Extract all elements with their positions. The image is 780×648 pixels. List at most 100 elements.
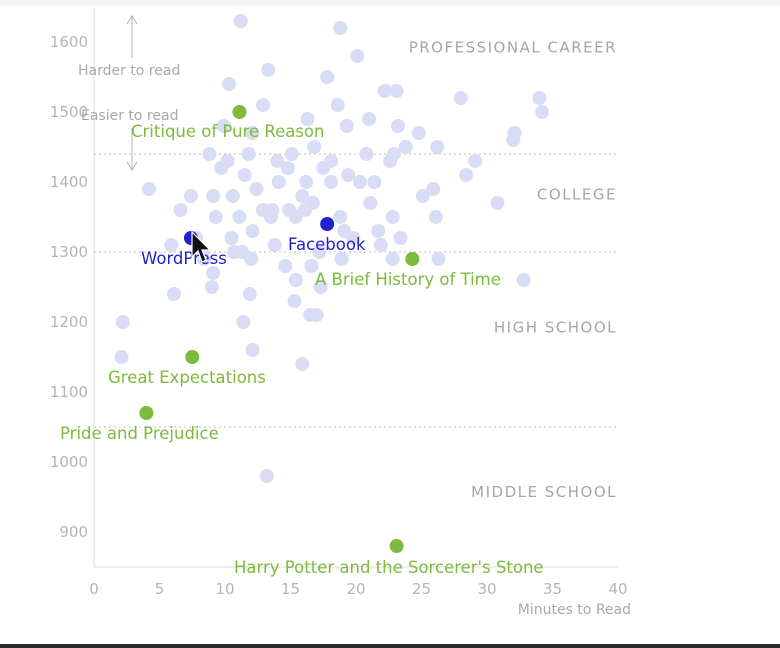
- background-point: [415, 189, 430, 203]
- x-tick-label: 40: [608, 580, 627, 598]
- axes: [93, 8, 618, 568]
- background-point: [309, 308, 324, 322]
- background-point: [173, 203, 188, 217]
- background-point: [206, 266, 221, 280]
- background-point: [373, 238, 388, 252]
- background-point: [300, 112, 315, 126]
- background-point: [324, 175, 339, 189]
- background-point: [333, 210, 348, 224]
- background-point: [259, 469, 274, 483]
- background-point: [224, 231, 239, 245]
- easier-to-read-label: Easier to read: [81, 108, 178, 124]
- background-point: [216, 119, 231, 133]
- background-point: [383, 154, 398, 168]
- background-point: [393, 231, 408, 245]
- background-point: [362, 112, 377, 126]
- highlight-point: [185, 350, 200, 364]
- background-point: [225, 189, 240, 203]
- background-point: [202, 147, 217, 161]
- background-point: [242, 287, 257, 301]
- band-label: COLLEGE: [537, 186, 617, 204]
- x-tick-label: 30: [477, 580, 496, 598]
- background-point: [263, 210, 278, 224]
- background-point: [516, 273, 531, 287]
- background-point: [227, 245, 242, 259]
- background-point: [204, 280, 219, 294]
- highlight-point: [232, 105, 247, 119]
- background-point: [367, 175, 382, 189]
- y-tick-label: 1300: [50, 243, 88, 261]
- band-label: PROFESSIONAL CAREER: [409, 39, 617, 57]
- background-point: [236, 315, 251, 329]
- background-point: [333, 21, 348, 35]
- background-point: [233, 14, 248, 28]
- background-point: [398, 140, 413, 154]
- background-point: [278, 259, 293, 273]
- background-point: [532, 91, 547, 105]
- background-point: [431, 252, 446, 266]
- background-point: [316, 161, 331, 175]
- background-point: [459, 168, 474, 182]
- y-tick-label: 1100: [50, 383, 88, 401]
- highlight-point: [389, 539, 404, 553]
- background-point: [320, 70, 335, 84]
- highlight-label: Great Expectations: [108, 368, 266, 387]
- x-axis-title: Minutes to Read: [518, 602, 631, 618]
- background-point: [245, 126, 260, 140]
- highlight-label: Facebook: [288, 235, 366, 254]
- background-point: [164, 238, 179, 252]
- background-point: [282, 203, 297, 217]
- background-point: [346, 231, 361, 245]
- background-point: [245, 224, 260, 238]
- background-point: [249, 182, 264, 196]
- background-point: [255, 98, 270, 112]
- highlighted-items: Critique of Pure Reason Facebook WordPress…: [60, 105, 544, 577]
- background-point: [359, 147, 374, 161]
- y-tick-label: 1500: [50, 103, 88, 121]
- background-point: [453, 91, 468, 105]
- background-point: [114, 350, 129, 364]
- background-point: [304, 259, 319, 273]
- x-tick-label: 5: [155, 580, 165, 598]
- background-point: [330, 98, 345, 112]
- background-point: [232, 210, 247, 224]
- background-point: [280, 161, 295, 175]
- background-point: [237, 168, 252, 182]
- background-point: [115, 315, 130, 329]
- background-point: [389, 84, 404, 98]
- background-point: [426, 182, 441, 196]
- background-point: [284, 147, 299, 161]
- background-point: [206, 189, 221, 203]
- band-label: MIDDLE SCHOOL: [471, 483, 617, 501]
- y-tick-label: 900: [59, 523, 88, 541]
- highlight-point: [405, 252, 420, 266]
- highlight-label: Pride and Prejudice: [60, 424, 219, 443]
- background-point: [287, 294, 302, 308]
- background-point: [312, 245, 327, 259]
- background-point: [295, 189, 310, 203]
- y-tick-label: 1000: [50, 453, 88, 471]
- y-tick-labels: 900 1000 1100 1200 1300 1400 1500 1600: [50, 33, 88, 541]
- x-tick-label: 35: [543, 580, 562, 598]
- background-point: [339, 119, 354, 133]
- x-tick-labels: 0 5 10 15 20 25 30 35 40: [89, 580, 627, 598]
- highlight-label: A Brief History of Time: [315, 270, 501, 289]
- background-point: [261, 63, 276, 77]
- harder-to-read-label: Harder to read: [78, 63, 180, 79]
- background-point: [490, 196, 505, 210]
- highlight-label: Harry Potter and the Sorcerer's Stone: [234, 558, 544, 577]
- bottom-edge: [0, 644, 780, 648]
- highlight-point: [139, 406, 154, 420]
- x-tick-label: 10: [215, 580, 234, 598]
- background-point: [334, 252, 349, 266]
- top-edge: [0, 0, 780, 6]
- background-point: [385, 210, 400, 224]
- background-point: [267, 238, 282, 252]
- y-tick-label: 1400: [50, 173, 88, 191]
- reading-level-bands: PROFESSIONAL CAREER COLLEGE HIGH SCHOOL MID…: [94, 39, 618, 501]
- background-point: [307, 140, 322, 154]
- background-point: [295, 357, 310, 371]
- band-label: HIGH SCHOOL: [494, 319, 617, 337]
